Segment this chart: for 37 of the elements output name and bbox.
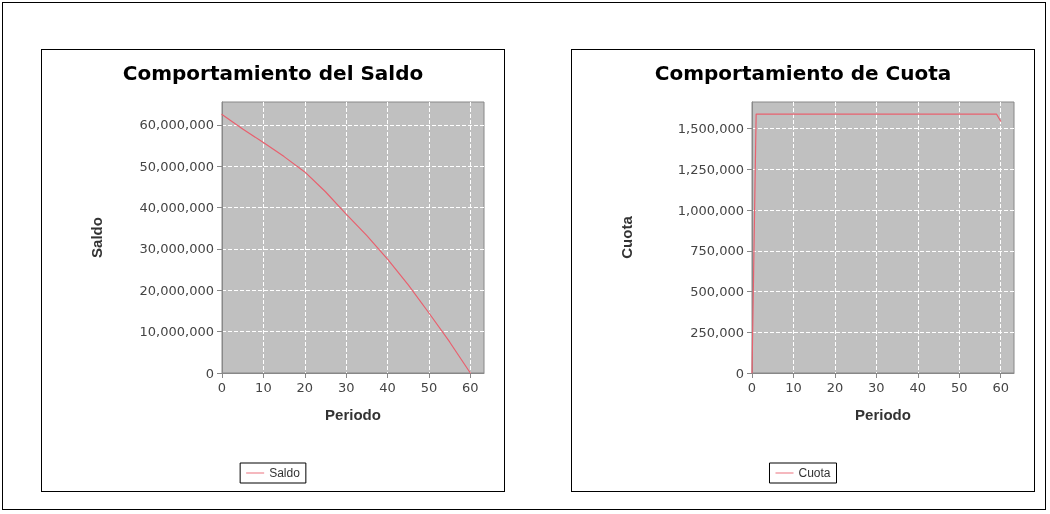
- y-tick-label: 60,000,000: [139, 117, 214, 133]
- y-tick-label: 1,500,000: [677, 121, 744, 137]
- x-axis-title: Periodo: [855, 406, 911, 423]
- y-axis-title: Saldo: [88, 217, 105, 258]
- x-axis-title: Periodo: [325, 406, 381, 423]
- x-tick-label: 30: [337, 380, 355, 395]
- y-tick-label: 0: [735, 365, 744, 381]
- chart-title: Comportamiento del Saldo: [122, 61, 424, 85]
- x-tick-label: 40: [379, 380, 396, 395]
- y-tick-label: 10,000,000: [139, 324, 214, 340]
- x-tick-label: 20: [296, 380, 314, 395]
- y-tick-label: 500,000: [690, 284, 744, 300]
- y-tick-label: 20,000,000: [139, 282, 214, 298]
- line-series: [221, 113, 471, 374]
- x-tick-label: 0: [747, 380, 757, 395]
- x-tick-label: 60: [992, 380, 1010, 395]
- y-tick-label: 250,000: [690, 324, 744, 340]
- x-tick-label: 50: [420, 380, 438, 395]
- y-tick-label: 0: [205, 365, 214, 381]
- x-tick-label: 0: [217, 380, 227, 395]
- x-tick-label: 20: [826, 380, 844, 395]
- x-tick-label: 10: [255, 380, 272, 395]
- y-tick-label: 750,000: [690, 243, 744, 259]
- y-tick-label: 40,000,000: [139, 200, 214, 215]
- y-axis-title: Cuota: [618, 215, 635, 259]
- x-tick-label: 10: [785, 380, 802, 395]
- legend-label: Saldo: [269, 466, 301, 480]
- x-tick-label: 30: [868, 380, 885, 395]
- chart-title: Comportamiento de Cuota: [654, 61, 952, 85]
- x-tick-label: 60: [462, 380, 479, 395]
- y-tick-label: 1,250,000: [677, 161, 744, 177]
- y-tick-label: 50,000,000: [139, 158, 214, 174]
- x-tick-label: 50: [951, 380, 968, 395]
- legend-label: Cuota: [798, 466, 831, 480]
- y-tick-label: 1,000,000: [677, 202, 744, 218]
- y-tick-label: 30,000,000: [139, 241, 214, 257]
- x-tick-label: 40: [909, 380, 927, 395]
